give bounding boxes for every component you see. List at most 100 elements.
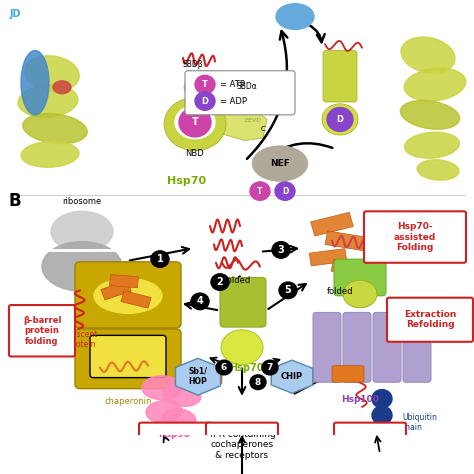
Text: B: B [8,192,21,210]
Ellipse shape [404,68,466,101]
Text: T: T [202,80,208,89]
Text: chaperonin: chaperonin [104,397,152,406]
Text: C: C [261,127,265,132]
Text: 6: 6 [221,363,227,372]
Text: nascent
protein: nascent protein [67,330,97,349]
Ellipse shape [276,4,314,29]
Text: Hsp70: Hsp70 [229,363,263,373]
FancyBboxPatch shape [90,335,166,378]
Polygon shape [271,360,313,393]
Text: folded: folded [327,287,353,296]
Text: TPR-containing
cochaperones
& receptors: TPR-containing cochaperones & receptors [208,430,276,460]
Ellipse shape [142,376,182,400]
Ellipse shape [405,132,459,158]
Text: Hsp90: Hsp90 [158,430,190,439]
Polygon shape [205,95,267,141]
Ellipse shape [175,106,215,139]
Circle shape [279,282,297,299]
FancyBboxPatch shape [332,365,364,382]
Circle shape [372,439,392,457]
Circle shape [327,108,353,131]
FancyBboxPatch shape [75,262,181,328]
Text: 1: 1 [156,254,164,264]
Circle shape [372,423,392,441]
FancyBboxPatch shape [334,423,406,445]
Ellipse shape [146,401,182,423]
Circle shape [216,360,232,375]
Circle shape [191,293,209,310]
Polygon shape [310,212,354,236]
Text: Hsp100: Hsp100 [341,395,379,404]
Ellipse shape [162,409,196,429]
Text: Ubiquitin
chain: Ubiquitin chain [402,413,437,432]
Text: = ATP: = ATP [220,80,245,89]
FancyBboxPatch shape [206,423,278,445]
Text: = ADP: = ADP [220,97,247,106]
Ellipse shape [322,104,358,135]
Ellipse shape [94,278,162,313]
Text: 4: 4 [197,296,203,306]
FancyBboxPatch shape [185,71,295,115]
Circle shape [250,182,270,201]
FancyBboxPatch shape [75,329,181,389]
Polygon shape [109,274,138,288]
FancyBboxPatch shape [313,312,341,382]
FancyBboxPatch shape [323,51,357,102]
Ellipse shape [417,160,459,180]
Ellipse shape [343,280,377,308]
Text: Hsp70-
assisted
Folding: Hsp70- assisted Folding [394,222,436,252]
Text: NBD: NBD [186,149,204,158]
Ellipse shape [21,141,79,167]
Text: D: D [337,115,344,124]
Circle shape [250,375,266,390]
Text: unfolded: unfolded [213,276,251,285]
Circle shape [151,251,169,267]
FancyBboxPatch shape [403,312,431,382]
Text: 5: 5 [284,285,292,295]
Ellipse shape [253,146,308,181]
Text: D: D [201,97,209,106]
FancyBboxPatch shape [220,277,266,327]
Polygon shape [309,248,347,266]
Text: Hsp70: Hsp70 [167,176,207,186]
Text: Sb1/
HOP: Sb1/ HOP [189,367,208,386]
Ellipse shape [163,384,201,406]
Ellipse shape [21,51,49,115]
FancyBboxPatch shape [334,259,386,296]
FancyBboxPatch shape [190,367,222,384]
Circle shape [275,182,295,201]
Text: SBDα: SBDα [237,82,257,91]
Polygon shape [121,291,151,308]
FancyBboxPatch shape [373,312,401,382]
FancyBboxPatch shape [364,211,466,263]
Ellipse shape [25,56,79,91]
Circle shape [195,75,215,94]
Circle shape [195,92,215,110]
Text: 2: 2 [217,277,223,287]
Ellipse shape [401,37,455,73]
Polygon shape [101,281,131,300]
Circle shape [372,406,392,425]
Polygon shape [175,358,220,395]
FancyBboxPatch shape [343,312,371,382]
Circle shape [211,274,229,291]
Ellipse shape [53,81,71,94]
Text: NEF: NEF [270,159,290,168]
Circle shape [372,390,392,408]
FancyBboxPatch shape [139,423,211,445]
Ellipse shape [164,97,226,151]
Text: D: D [282,187,288,196]
Ellipse shape [401,100,460,129]
Text: JD: JD [10,9,21,18]
Ellipse shape [18,85,78,117]
Text: ribosome: ribosome [63,197,101,206]
Text: β-barrel
protein
folding: β-barrel protein folding [23,316,61,346]
Ellipse shape [23,113,87,144]
Text: 7: 7 [267,363,273,372]
Circle shape [179,108,211,137]
FancyBboxPatch shape [387,298,473,342]
Ellipse shape [51,211,113,252]
Text: T: T [191,117,199,127]
Ellipse shape [184,74,222,100]
Polygon shape [325,231,365,251]
